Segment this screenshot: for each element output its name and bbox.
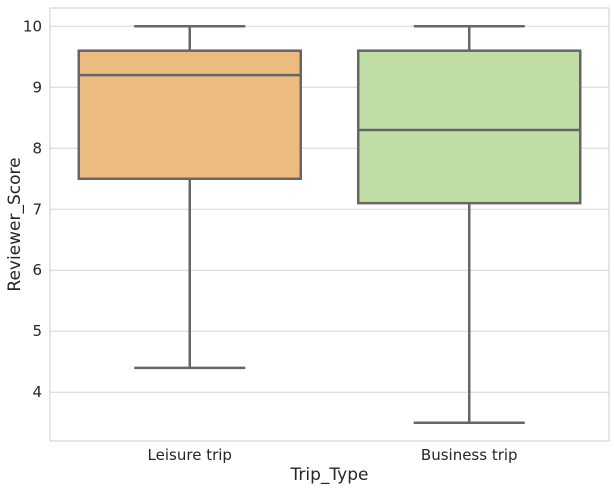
box-leisure-trip	[77, 25, 302, 370]
y-tick-label-10: 10	[23, 17, 42, 35]
box-business-trip	[357, 25, 582, 424]
x-tick-labels: Leisure trip Business trip	[148, 446, 518, 464]
y-tick-label-5: 5	[32, 322, 42, 340]
x-axis-label: Trip_Type	[290, 465, 369, 485]
plot-frame	[49, 7, 610, 442]
y-tick-label-7: 7	[32, 200, 42, 218]
y-tick-label-8: 8	[32, 139, 42, 157]
boxes	[77, 25, 582, 424]
y-tick-label-6: 6	[32, 261, 42, 279]
y-tick-label-4: 4	[32, 383, 42, 401]
iqr-box	[77, 49, 302, 181]
y-axis-label: Reviewer_Score	[5, 157, 25, 291]
x-tick-label-business-trip: Business trip	[421, 446, 518, 464]
y-tick-label-9: 9	[32, 78, 42, 96]
y-tick-labels: 4 5 6 7 8 9 10	[23, 17, 42, 401]
x-tick-label-leisure-trip: Leisure trip	[148, 446, 232, 464]
iqr-box	[357, 49, 582, 205]
